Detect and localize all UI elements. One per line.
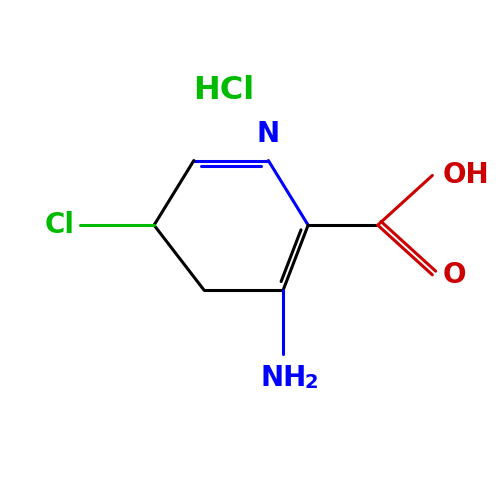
Text: NH: NH: [260, 364, 306, 392]
Text: O: O: [442, 261, 466, 289]
Text: Cl: Cl: [44, 211, 74, 239]
Text: HCl: HCl: [193, 76, 254, 106]
Text: OH: OH: [442, 162, 489, 190]
Text: N: N: [257, 120, 280, 148]
Text: 2: 2: [304, 373, 318, 392]
